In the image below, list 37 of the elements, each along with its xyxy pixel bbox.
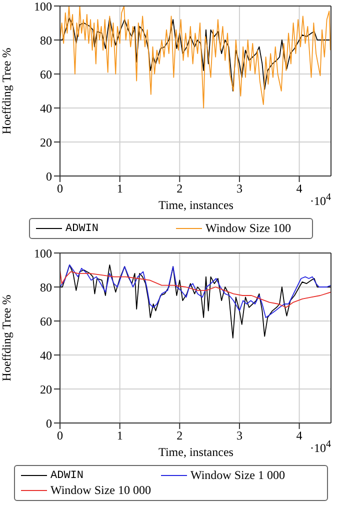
y-tick-label: 20 <box>40 382 52 396</box>
line-series <box>60 17 331 92</box>
legend-label: ADWIN <box>66 222 99 234</box>
y-tick-label: 100 <box>34 0 52 14</box>
y-tick-label: 40 <box>40 101 52 116</box>
x-tick-label: 4 <box>296 182 302 196</box>
text: ·10$^{4}$ <box>310 439 331 456</box>
y-tick-label: 60 <box>40 314 52 328</box>
x-tick-label: 1 <box>116 428 123 443</box>
x-tick-label: 0 <box>57 182 63 196</box>
x-tick-label: 4 <box>296 428 302 443</box>
line-series <box>60 270 331 308</box>
text: ·10$^{4}$ <box>310 192 331 209</box>
x-tick-label: 1 <box>116 182 123 196</box>
line-series <box>60 264 331 338</box>
x-axis-title: Time, instances <box>158 198 234 212</box>
legend-label: ADWIN <box>50 470 84 482</box>
x-axis-title: Time, instances <box>158 445 234 459</box>
y-tick-label: 0 <box>46 416 52 430</box>
y-axis-title: Hoeffding Tree % <box>0 48 14 134</box>
x-tick-label: 3 <box>236 182 242 196</box>
legend-label: Window Size 10 000 <box>50 483 152 498</box>
y-tick-label: 80 <box>40 280 52 294</box>
x-tick-label: 0 <box>57 428 63 443</box>
y-tick-label: 0 <box>46 169 52 184</box>
y-tick-label: 40 <box>40 348 52 362</box>
y-tick-label: 100 <box>34 246 52 260</box>
y-tick-label: 80 <box>40 33 52 48</box>
x-tick-label: 2 <box>176 182 183 196</box>
x-tick-label: 3 <box>236 428 242 443</box>
x-tick-label: 2 <box>176 428 183 443</box>
legend-label: Window Size 1 000 <box>190 468 286 483</box>
y-axis-title: Hoeffding Tree % <box>0 294 14 382</box>
legend-label: Window Size 100 <box>206 221 292 236</box>
y-tick-label: 60 <box>40 67 52 82</box>
line-series <box>60 264 331 318</box>
y-tick-label: 20 <box>40 135 52 150</box>
